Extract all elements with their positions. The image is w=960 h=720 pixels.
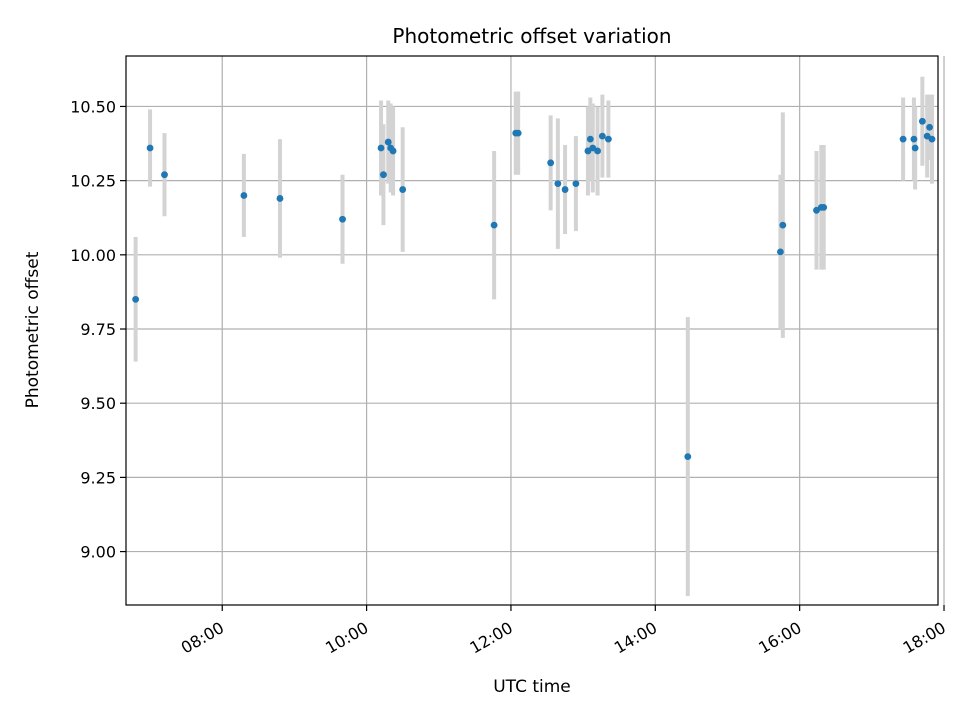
data-point <box>586 135 594 143</box>
data-point <box>554 180 562 188</box>
data-point <box>240 192 248 199</box>
data-point <box>399 186 407 193</box>
grid-lines <box>126 56 945 605</box>
data-point <box>490 221 498 229</box>
data-point <box>572 180 580 188</box>
data-point <box>389 147 397 155</box>
data-point <box>594 147 601 155</box>
data-point <box>926 123 933 131</box>
data-point <box>547 159 555 167</box>
data-point <box>146 144 154 152</box>
y-axis-ticks: 9.00 9.25 9.50 9.75 10.00 10.25 10.50 <box>70 97 126 562</box>
data-point <box>604 135 612 143</box>
data-point <box>684 453 692 461</box>
data-point <box>777 248 784 256</box>
data-point <box>377 144 385 152</box>
plot-frame <box>125 55 939 606</box>
y-tick-label: 9.75 <box>80 320 116 339</box>
data-point <box>911 144 919 152</box>
data-point <box>384 138 392 146</box>
data-point <box>598 132 606 140</box>
data-point <box>380 171 387 179</box>
data-point <box>561 186 569 193</box>
data-points <box>132 117 936 461</box>
data-point <box>276 195 284 202</box>
data-point <box>918 117 926 125</box>
x-axis-title: UTC time <box>493 677 571 697</box>
y-axis-title: Photometric offset <box>23 251 43 408</box>
y-tick-label: 9.00 <box>80 543 116 562</box>
chart-title: Photometric offset variation <box>392 24 671 48</box>
data-point <box>928 135 936 143</box>
data-point <box>514 129 522 137</box>
data-point <box>899 135 907 143</box>
data-point <box>132 295 140 303</box>
y-tick-label: 10.50 <box>70 97 116 116</box>
y-tick-label: 9.25 <box>80 468 116 487</box>
y-tick-label: 10.00 <box>70 246 116 265</box>
data-point <box>820 203 828 211</box>
data-point <box>910 135 918 143</box>
data-point <box>779 221 787 229</box>
y-tick-label: 10.25 <box>70 172 116 191</box>
data-point <box>161 171 168 179</box>
y-tick-label: 9.50 <box>80 394 116 413</box>
data-point <box>339 215 346 223</box>
